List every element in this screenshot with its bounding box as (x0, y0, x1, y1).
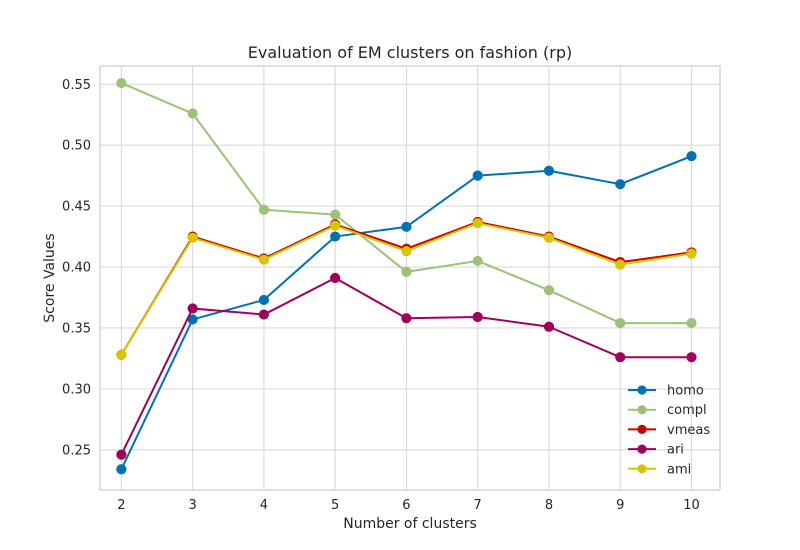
legend-marker-vmeas (637, 424, 647, 434)
data-point-homo (615, 179, 626, 190)
x-tick-label: 5 (331, 498, 339, 513)
data-point-compl (401, 266, 412, 278)
legend-marker-ami (637, 464, 647, 474)
data-point-homo (543, 165, 555, 176)
series-ami (116, 218, 697, 360)
data-point-ami (686, 248, 697, 259)
legend-item-ami: ami (628, 462, 691, 477)
y-tick-label: 0.35 (62, 321, 91, 336)
legend-label-compl: compl (667, 403, 707, 418)
chart-title: Evaluation of EM clusters on fashion (rp… (248, 43, 572, 62)
y-tick-label: 0.55 (62, 78, 91, 93)
grid-layer (100, 66, 720, 490)
legend-marker-compl (637, 405, 647, 415)
series-ari (116, 272, 697, 460)
y-tick-label: 0.40 (62, 261, 91, 276)
data-point-ami (116, 349, 127, 360)
data-point-compl (116, 77, 127, 89)
data-point-homo (116, 464, 127, 475)
x-tick-label: 6 (402, 498, 410, 513)
x-tick-label: 10 (683, 498, 700, 513)
data-point-ari (187, 303, 198, 314)
x-tick-label: 9 (616, 498, 624, 513)
x-tick-label: 4 (260, 498, 268, 513)
data-point-ami (401, 246, 412, 257)
x-axis-title: Number of clusters (343, 516, 477, 532)
data-point-ari (258, 309, 270, 320)
data-point-ami (615, 259, 626, 270)
y-axis-title: Score Values (42, 233, 58, 322)
legend-item-homo: homo (628, 384, 704, 399)
legend-marker-homo (637, 385, 647, 395)
data-point-ari (401, 313, 412, 324)
data-point-compl (330, 209, 341, 220)
data-point-ami (330, 220, 341, 231)
data-point-ari (330, 272, 341, 284)
data-point-homo (472, 170, 483, 181)
data-point-ari (543, 321, 555, 332)
x-tick-label: 3 (189, 498, 197, 513)
legend-marker-ari (637, 444, 647, 454)
legend-label-vmeas: vmeas (667, 423, 710, 438)
series-layer (116, 77, 697, 475)
legend-label-homo: homo (667, 384, 704, 399)
y-tick-label: 0.30 (62, 382, 91, 397)
data-point-compl (686, 317, 697, 329)
data-point-ami (472, 218, 483, 229)
x-tick-label: 7 (474, 498, 482, 513)
x-tick-label: 8 (545, 498, 553, 513)
data-point-homo (401, 221, 412, 232)
data-point-ami (258, 254, 270, 265)
legend-label-ami: ami (667, 462, 691, 477)
legend-item-compl: compl (628, 403, 707, 418)
data-point-ari (615, 352, 626, 363)
legend-label-ari: ari (667, 443, 684, 458)
data-point-homo (686, 151, 697, 162)
x-tick-label: 2 (117, 498, 125, 513)
plot-frame (99, 65, 721, 491)
legend: homo compl vmeas ari ami (628, 384, 710, 477)
data-point-ari (472, 311, 483, 323)
data-point-ami (543, 232, 555, 243)
data-point-compl (543, 285, 555, 296)
legend-item-ari: ari (628, 443, 684, 458)
data-point-compl (187, 108, 198, 119)
data-point-ari (116, 449, 127, 460)
legend-item-vmeas: vmeas (628, 423, 710, 438)
y-tick-label: 0.25 (62, 443, 91, 458)
data-point-compl (258, 204, 270, 215)
data-point-homo (258, 294, 270, 306)
series-homo (116, 151, 697, 475)
data-point-compl (615, 317, 626, 329)
y-tick-label: 0.50 (62, 139, 91, 154)
data-point-compl (472, 255, 483, 267)
y-tick-label: 0.45 (62, 200, 91, 215)
tick-layer: 2 3 4 5 6 7 8 9 10 0.25 0.30 0.35 0.40 0.45 0.50 0.55 (62, 78, 700, 513)
data-point-ami (187, 232, 198, 243)
data-point-ari (686, 352, 697, 363)
data-point-homo (330, 231, 341, 242)
series-compl (116, 77, 697, 329)
